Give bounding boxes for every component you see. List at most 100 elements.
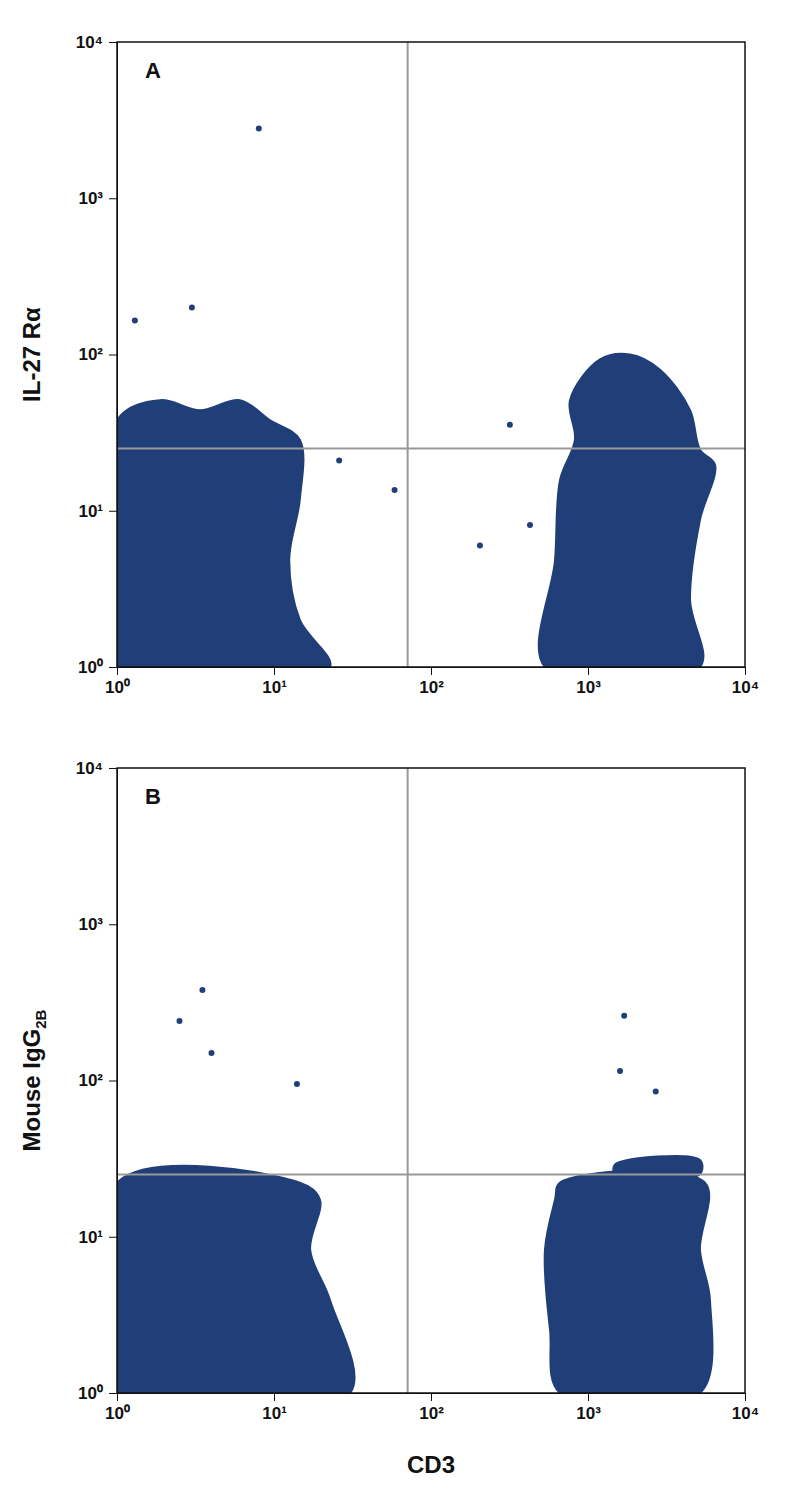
y-tick: 10³ bbox=[78, 189, 117, 208]
y-tick: 10² bbox=[78, 1071, 117, 1090]
plot-marks bbox=[117, 768, 745, 1393]
y-tick: 10² bbox=[78, 345, 117, 364]
x-tick: 10¹ bbox=[262, 1393, 287, 1423]
y-tick-mark bbox=[109, 1393, 117, 1394]
y-axis-title-text: IL-27 Rα bbox=[18, 307, 45, 402]
event bbox=[392, 487, 398, 493]
x-tick: 10¹ bbox=[262, 667, 287, 697]
y-tick: 10⁰ bbox=[78, 658, 117, 677]
x-tick-label: 10⁰ bbox=[105, 1404, 130, 1423]
x-tick: 10⁰ bbox=[105, 667, 130, 697]
y-tick-label: 10⁴ bbox=[76, 33, 103, 52]
x-tick-mark bbox=[588, 667, 589, 675]
x-tick: 10⁰ bbox=[105, 1393, 130, 1423]
x-tick-label: 10⁴ bbox=[732, 1404, 759, 1423]
y-tick-label: 10³ bbox=[78, 189, 103, 208]
y-tick-label: 10⁴ bbox=[76, 759, 103, 778]
y-tick-mark bbox=[109, 667, 117, 668]
x-tick-label: 10¹ bbox=[262, 678, 287, 697]
y-axis-title: IL-27 Rα bbox=[18, 307, 45, 402]
population bbox=[613, 1156, 702, 1180]
y-axis-title-subscript: 2B bbox=[32, 1009, 49, 1028]
x-tick-mark bbox=[274, 1393, 275, 1401]
y-tick-mark bbox=[109, 355, 117, 356]
event bbox=[527, 522, 533, 528]
figure: 10⁰ 10¹ 10² 10³ 10⁴ 10⁰ 10¹ 10² 10³ 10⁴ A IL-27 Rα 1… bbox=[0, 0, 802, 1497]
y-axis-line bbox=[109, 769, 118, 1394]
y-tick-label: 10³ bbox=[78, 915, 103, 934]
y-tick: 10⁴ bbox=[76, 33, 117, 52]
y-tick-mark bbox=[109, 42, 117, 43]
y-tick: 10¹ bbox=[78, 502, 117, 521]
y-tick-label: 10² bbox=[78, 345, 103, 364]
x-tick: 10³ bbox=[576, 667, 601, 697]
y-tick-label: 10² bbox=[78, 1071, 103, 1090]
y-tick: 10⁴ bbox=[76, 759, 117, 778]
x-tick-mark bbox=[588, 1393, 589, 1401]
event bbox=[256, 125, 262, 131]
x-tick: 10² bbox=[419, 1393, 444, 1423]
x-tick: 10² bbox=[419, 667, 444, 697]
event bbox=[477, 542, 483, 548]
y-tick-mark bbox=[109, 924, 117, 925]
x-tick-label: 10² bbox=[419, 678, 444, 697]
plot-frame bbox=[117, 42, 745, 667]
event bbox=[294, 1081, 300, 1087]
event bbox=[189, 304, 195, 310]
gate-line bbox=[407, 42, 409, 667]
y-axis: 10⁰ 10¹ 10² 10³ 10⁴ bbox=[76, 33, 118, 677]
event bbox=[132, 318, 138, 324]
population bbox=[117, 400, 331, 667]
y-tick-mark bbox=[109, 198, 117, 199]
event bbox=[653, 1089, 659, 1095]
x-tick-label: 10⁴ bbox=[732, 678, 759, 697]
y-tick: 10¹ bbox=[78, 1228, 117, 1247]
population bbox=[539, 354, 716, 667]
x-tick-label: 10³ bbox=[576, 678, 601, 697]
panel-title: A bbox=[145, 58, 161, 83]
event bbox=[621, 1013, 627, 1019]
y-tick: 10⁰ bbox=[78, 1384, 117, 1403]
x-tick-label: 10² bbox=[419, 1404, 444, 1423]
x-tick: 10³ bbox=[576, 1393, 601, 1423]
x-tick-mark bbox=[745, 667, 746, 675]
y-tick: 10³ bbox=[78, 915, 117, 934]
x-tick-mark bbox=[431, 667, 432, 675]
x-tick-label: 10³ bbox=[576, 1404, 601, 1423]
gate-line bbox=[117, 1174, 745, 1176]
y-tick-mark bbox=[109, 1081, 117, 1082]
gate-line bbox=[117, 448, 745, 450]
x-tick-mark bbox=[117, 667, 118, 675]
x-tick-mark bbox=[431, 1393, 432, 1401]
x-tick-label: 10⁰ bbox=[105, 678, 130, 697]
y-tick-label: 10⁰ bbox=[78, 658, 103, 677]
y-tick-mark bbox=[109, 1237, 117, 1238]
x-tick: 10⁴ bbox=[732, 1393, 759, 1423]
y-axis-line bbox=[109, 43, 118, 668]
population bbox=[545, 1171, 713, 1393]
event bbox=[507, 422, 513, 428]
y-tick-label: 10⁰ bbox=[78, 1384, 103, 1403]
event bbox=[336, 457, 342, 463]
x-axis: 10⁰ 10¹ 10² 10³ 10⁴ bbox=[105, 1393, 759, 1423]
y-axis: 10⁰ 10¹ 10² 10³ 10⁴ bbox=[76, 759, 118, 1403]
x-tick-mark bbox=[274, 667, 275, 675]
event bbox=[209, 1050, 215, 1056]
plot-frame bbox=[117, 768, 745, 1393]
x-axis-line bbox=[118, 668, 746, 676]
gate-line bbox=[407, 768, 409, 1393]
y-tick-label: 10¹ bbox=[78, 502, 103, 521]
x-tick: 10⁴ bbox=[732, 667, 759, 697]
panel-title: B bbox=[145, 784, 161, 809]
x-tick-label: 10¹ bbox=[262, 1404, 287, 1423]
plot-marks bbox=[117, 42, 745, 667]
y-tick-mark bbox=[109, 511, 117, 512]
y-tick-label: 10¹ bbox=[78, 1228, 103, 1247]
event bbox=[176, 1018, 182, 1024]
panel: 10⁰ 10¹ 10² 10³ 10⁴ 10⁰ 10¹ 10² 10³ 10⁴ B Mouse IgG… bbox=[18, 759, 759, 1478]
x-axis: 10⁰ 10¹ 10² 10³ 10⁴ bbox=[105, 667, 759, 697]
x-tick-mark bbox=[117, 1393, 118, 1401]
event bbox=[199, 987, 205, 993]
y-axis-title-text: Mouse IgG bbox=[18, 1029, 45, 1152]
event bbox=[617, 1068, 623, 1074]
